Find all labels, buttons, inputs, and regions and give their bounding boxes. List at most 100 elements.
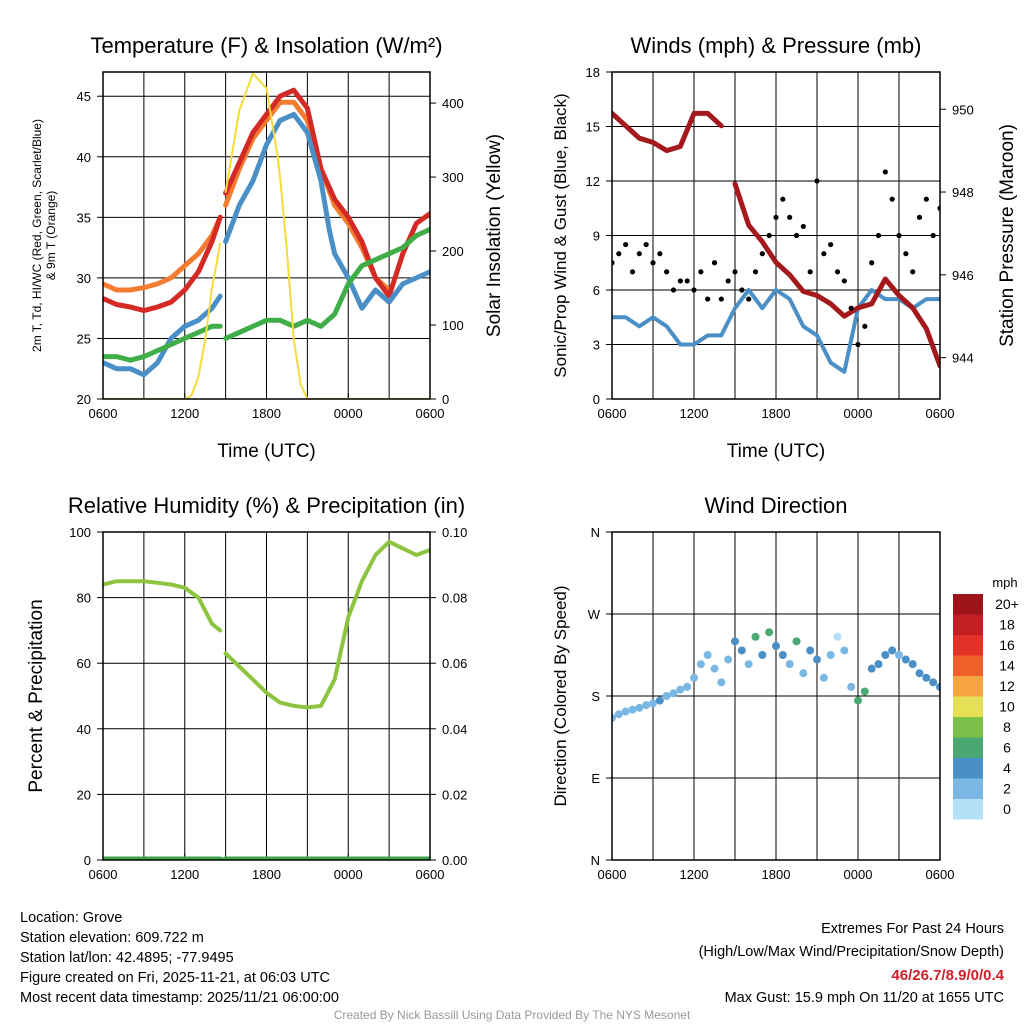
y-right-tick-label: 0.04	[442, 722, 467, 737]
y-tick-label: 6	[593, 283, 600, 298]
extremes-values: 46/26.7/8.9/0/0.4	[891, 967, 1004, 984]
plot-frame	[611, 71, 941, 400]
direction-point	[649, 699, 657, 708]
plot-frame	[102, 531, 431, 861]
y-tick-label: 45	[77, 89, 91, 104]
y-right-tick-label: 946	[952, 268, 974, 283]
y-tick-label: 0	[84, 853, 91, 868]
y-right-axis-label: Solar Insolation (Yellow)	[484, 134, 505, 337]
extremes-block: Extremes For Past 24 Hours (High/Low/Max…	[699, 921, 1005, 1006]
gust-point	[711, 260, 718, 266]
y-tick-label: 80	[77, 591, 91, 606]
gust-point	[718, 296, 724, 302]
legend-swatch	[953, 717, 983, 738]
panel-1: Temperature (F) & Insolation (W/m²) 0600 1…	[30, 33, 505, 462]
direction-point	[758, 651, 767, 659]
chart-title: Wind Direction	[704, 493, 847, 518]
gust-point	[889, 196, 895, 202]
plot-area	[103, 72, 430, 399]
y-tick-label: 40	[77, 150, 91, 165]
y-tick-label: N	[591, 853, 600, 868]
legend-swatch	[953, 594, 983, 615]
direction-point	[724, 655, 733, 664]
series-line-station-pressure	[612, 110, 940, 369]
gust-point	[759, 251, 765, 257]
x-tick-label: 1200	[170, 867, 199, 882]
gust-point	[739, 287, 745, 293]
x-tick-label: 1200	[170, 406, 199, 421]
y-axis-label: Sonic/Prop Wind & Gust (Blue, Black)	[551, 93, 570, 377]
gust-point	[677, 278, 683, 284]
y-tick-label: 40	[77, 722, 91, 737]
extremes-title: Extremes For Past 24 Hours	[821, 921, 1004, 937]
direction-point	[860, 687, 869, 696]
legend-swatch	[953, 635, 983, 656]
legend-swatch	[953, 655, 983, 676]
gust-point	[643, 241, 649, 248]
gust-point	[916, 214, 923, 220]
x-tick-label: 0600	[416, 406, 445, 421]
y-tick-label: W	[588, 607, 601, 622]
y-right-tick-label: 0.00	[442, 853, 467, 868]
y-tick-label: 20	[77, 787, 91, 802]
chart-title: Winds (mph) & Pressure (mb)	[631, 33, 922, 58]
y-tick-label: 3	[593, 338, 600, 353]
gust-point	[650, 260, 656, 266]
y-tick-label: 15	[586, 120, 600, 135]
x-tick-label: 0600	[598, 867, 627, 882]
recent-timestamp-text: Most recent data timestamp: 2025/11/21 0…	[20, 990, 339, 1006]
gust-point	[623, 241, 629, 248]
series-line-2m-t	[103, 87, 430, 314]
direction-point	[895, 651, 903, 659]
gust-point	[896, 232, 902, 239]
gust-point	[629, 269, 636, 275]
y-tick-label: 100	[69, 525, 91, 540]
gust-point	[766, 232, 772, 239]
gust-point	[616, 251, 622, 257]
gust-point	[670, 287, 677, 293]
gust-point	[787, 214, 793, 220]
extremes-subtitle: (High/Low/Max Wind/Precipitation/Snow De…	[699, 944, 1004, 960]
direction-point	[614, 710, 623, 719]
y-right-tick-label: 0	[442, 392, 449, 407]
elevation-text: Station elevation: 609.722 m	[20, 930, 204, 946]
direction-point	[799, 669, 808, 678]
legend-label: 16	[999, 637, 1015, 653]
direction-point	[683, 682, 692, 691]
credit-text: Created By Nick Bassill Using Data Provi…	[334, 1008, 691, 1022]
legend-swatch	[953, 799, 983, 820]
gust-point	[903, 251, 909, 257]
x-axis-label: Time (UTC)	[727, 441, 826, 462]
y-tick-label: 60	[77, 656, 91, 671]
gust-point	[664, 269, 670, 275]
legend-swatch	[953, 696, 983, 717]
y-tick-label: 20	[77, 392, 91, 407]
direction-point	[662, 692, 671, 700]
gust-point	[746, 296, 752, 302]
y-right-tick-label: 100	[442, 318, 464, 333]
direction-point	[703, 651, 712, 659]
x-tick-label: 0000	[844, 406, 873, 421]
x-axis-label: Time (UTC)	[217, 441, 316, 462]
direction-point	[908, 660, 917, 669]
direction-point	[792, 637, 801, 646]
series-line-solar-insolation	[103, 72, 430, 399]
legend-label: 12	[999, 678, 1015, 694]
x-tick-label: 1200	[680, 867, 709, 882]
gust-point	[636, 251, 642, 257]
direction-point	[840, 646, 849, 655]
y-tick-label: 30	[77, 271, 91, 286]
gust-point	[855, 341, 861, 348]
y-right-tick-label: 950	[952, 102, 974, 117]
gust-point	[910, 269, 916, 275]
y-right-axis-label: Station Pressure (Maroon)	[997, 124, 1018, 347]
x-tick-label: 0000	[844, 867, 873, 882]
x-tick-label: 0000	[334, 867, 363, 882]
gust-point	[684, 278, 690, 284]
y-tick-label: 9	[593, 229, 600, 244]
created-text: Figure created on Fri, 2025-11-21, at 06…	[20, 970, 330, 986]
x-tick-label: 1800	[762, 867, 791, 882]
direction-point	[642, 701, 651, 710]
